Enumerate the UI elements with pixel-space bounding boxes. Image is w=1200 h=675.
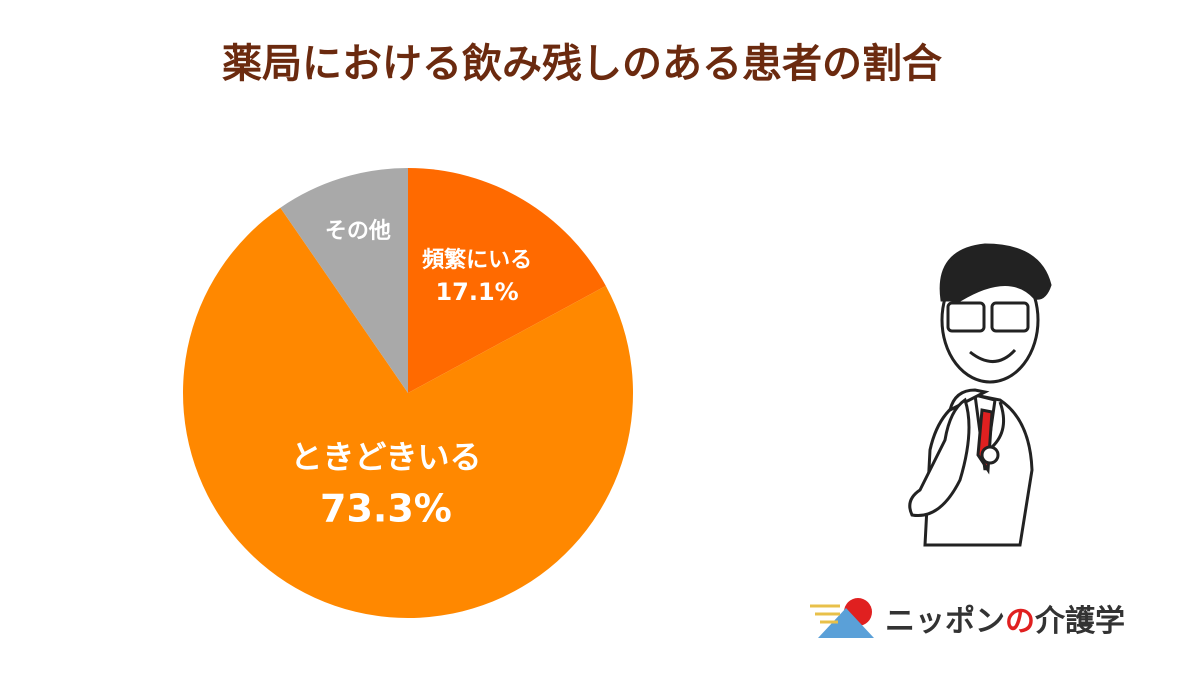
value-label: 17.1% [435, 278, 518, 306]
pie-slice [280, 168, 408, 393]
slice-label: その他 [325, 219, 391, 244]
logo-part: ニッポン [885, 604, 1005, 639]
logo-part: の [1005, 604, 1035, 639]
pie: 頻繁にいる 17.1% ときどきいる 73.3% その他 [183, 168, 633, 618]
logo-text: ニッポンの介護学 [885, 604, 1125, 639]
pie-slice [408, 168, 606, 393]
value-label: 73.3% [320, 486, 452, 530]
slice-label: ときどきいる [290, 438, 481, 476]
logo-mountain [818, 608, 874, 638]
doctor-illustration [908, 243, 1052, 547]
logo-lines [810, 604, 840, 624]
slice-label: 頻繁にいる [422, 247, 532, 273]
logo: ニッポンの介護学 [810, 598, 1125, 639]
pie-slice [183, 207, 633, 618]
chart-title: 薬局における飲み残しのある患者の割合 [222, 41, 942, 87]
logo-part: 介護学 [1034, 604, 1125, 639]
